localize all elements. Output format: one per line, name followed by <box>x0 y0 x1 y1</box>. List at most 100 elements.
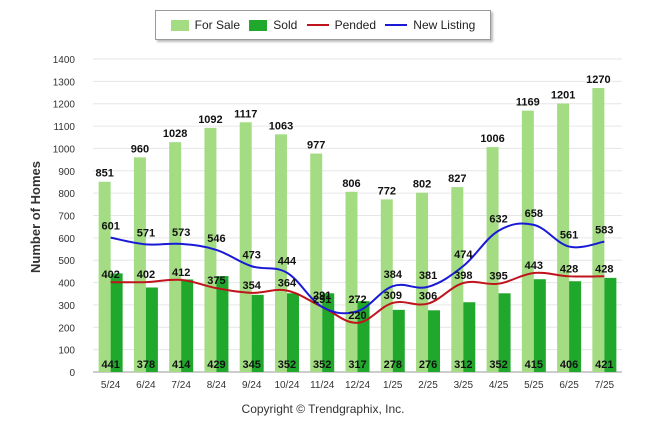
legend-label-sold: Sold <box>273 18 298 32</box>
sold-value-label: 278 <box>384 359 402 371</box>
legend-item-for-sale: For Sale <box>170 18 240 32</box>
new-listing-value-label: 573 <box>172 227 190 239</box>
for-sale-value-label: 806 <box>342 178 360 190</box>
x-tick-label: 11/24 <box>310 380 335 391</box>
for-sale-bar <box>592 88 605 373</box>
new-listing-value-label: 546 <box>207 233 225 245</box>
for-sale-value-label: 1117 <box>234 108 257 120</box>
new-listing-value-label: 473 <box>243 249 261 261</box>
for-sale-bar <box>274 134 287 372</box>
sold-value-label: 378 <box>137 359 155 371</box>
pended-value-label: 428 <box>595 263 613 275</box>
sold-value-label: 414 <box>172 359 191 371</box>
sold-swatch <box>249 19 268 31</box>
y-tick-label: 700 <box>58 212 75 223</box>
sold-bar <box>569 281 582 372</box>
legend-item-sold: Sold <box>249 18 297 32</box>
y-tick-label: 1100 <box>53 122 75 133</box>
sold-bar <box>216 276 229 372</box>
for-sale-bar <box>169 142 182 372</box>
pended-value-label: 443 <box>525 260 543 272</box>
pended-value-label: 220 <box>348 310 366 322</box>
legend-label-new-listing: New Listing <box>413 18 476 32</box>
pended-value-label: 354 <box>243 280 262 292</box>
for-sale-bar <box>557 103 570 372</box>
sold-value-label: 415 <box>525 359 543 371</box>
y-tick-label: 400 <box>58 279 75 290</box>
for-sale-value-label: 802 <box>413 179 431 191</box>
legend-label-pended: Pended <box>334 18 376 32</box>
for-sale-bar <box>380 199 393 372</box>
sold-bar <box>392 309 405 372</box>
new-listing-line <box>110 222 605 315</box>
pended-value-label: 398 <box>454 270 472 282</box>
new-listing-value-label: 561 <box>560 230 578 242</box>
y-tick-label: 1400 <box>53 55 76 66</box>
for-sale-value-label: 1092 <box>198 114 222 126</box>
legend-item-pended: Pended <box>306 18 376 32</box>
x-tick-label: 5/25 <box>524 380 544 391</box>
pended-value-label: 428 <box>560 263 578 275</box>
for-sale-bar <box>98 181 111 372</box>
sold-value-label: 317 <box>348 359 366 371</box>
y-tick-label: 600 <box>58 234 75 245</box>
x-tick-label: 5/24 <box>101 380 121 391</box>
sold-value-label: 352 <box>489 359 507 371</box>
x-tick-label: 6/25 <box>559 380 579 391</box>
new-listing-value-label: 384 <box>384 269 403 281</box>
for-sale-value-label: 851 <box>95 168 113 180</box>
pended-value-label: 306 <box>419 291 437 303</box>
for-sale-value-label: 1006 <box>480 133 504 145</box>
new-listing-value-label: 658 <box>525 208 543 220</box>
pended-value-label: 309 <box>384 290 402 302</box>
sold-value-label: 312 <box>454 359 472 371</box>
pended-value-label: 375 <box>207 275 225 287</box>
pended-line <box>110 271 605 324</box>
for-sale-value-label: 1270 <box>586 74 610 86</box>
sold-value-label: 276 <box>419 359 437 371</box>
new-listing-value-label: 632 <box>489 214 507 226</box>
pended-swatch <box>306 24 329 26</box>
y-tick-label: 100 <box>58 346 75 357</box>
new-listing-value-label: 291 <box>313 290 331 302</box>
x-tick-label: 4/25 <box>489 380 509 391</box>
new-listing-value-label: 272 <box>348 294 366 306</box>
sold-value-label: 352 <box>278 359 296 371</box>
sold-bar <box>181 279 194 372</box>
sold-bar <box>498 293 511 372</box>
sold-bar <box>533 279 546 372</box>
y-tick-label: 900 <box>58 167 75 178</box>
for-sale-value-label: 1201 <box>551 89 575 101</box>
sold-bar <box>428 310 441 372</box>
sold-value-label: 352 <box>313 359 331 371</box>
data-labels: 851 441 402 601 960 378 402 571 1028 414 412 573 109… <box>95 74 613 371</box>
sold-value-label: 421 <box>595 359 613 371</box>
y-tick-label: 0 <box>69 368 75 379</box>
x-tick-label: 10/24 <box>274 380 299 391</box>
x-tick-label: 2/25 <box>418 380 438 391</box>
for-sale-bar <box>521 110 534 373</box>
y-axis-label: Number of Homes <box>28 161 43 273</box>
x-tick-label: 7/25 <box>595 380 615 391</box>
new-listing-swatch <box>385 24 408 26</box>
sold-bar <box>604 277 617 372</box>
sold-value-label: 441 <box>101 359 119 371</box>
x-tick-label: 1/25 <box>383 380 403 391</box>
pended-value-label: 402 <box>137 269 155 281</box>
lines <box>110 222 605 324</box>
y-tick-label: 800 <box>58 189 75 200</box>
y-tick-label: 500 <box>58 256 75 267</box>
for-sale-bar <box>486 147 499 372</box>
x-tick-label: 8/24 <box>207 380 227 391</box>
legend-label-for-sale: For Sale <box>194 18 240 32</box>
sold-bar <box>463 302 476 372</box>
copyright-credit: Copyright © Trendgraphix, Inc. <box>241 402 405 416</box>
sold-bar <box>110 273 123 372</box>
for-sale-value-label: 1169 <box>516 97 540 109</box>
for-sale-value-label: 1063 <box>269 120 293 132</box>
pended-value-label: 395 <box>489 271 507 283</box>
sold-bar <box>251 294 264 372</box>
for-sale-bar <box>239 122 252 372</box>
for-sale-bar <box>310 153 323 372</box>
